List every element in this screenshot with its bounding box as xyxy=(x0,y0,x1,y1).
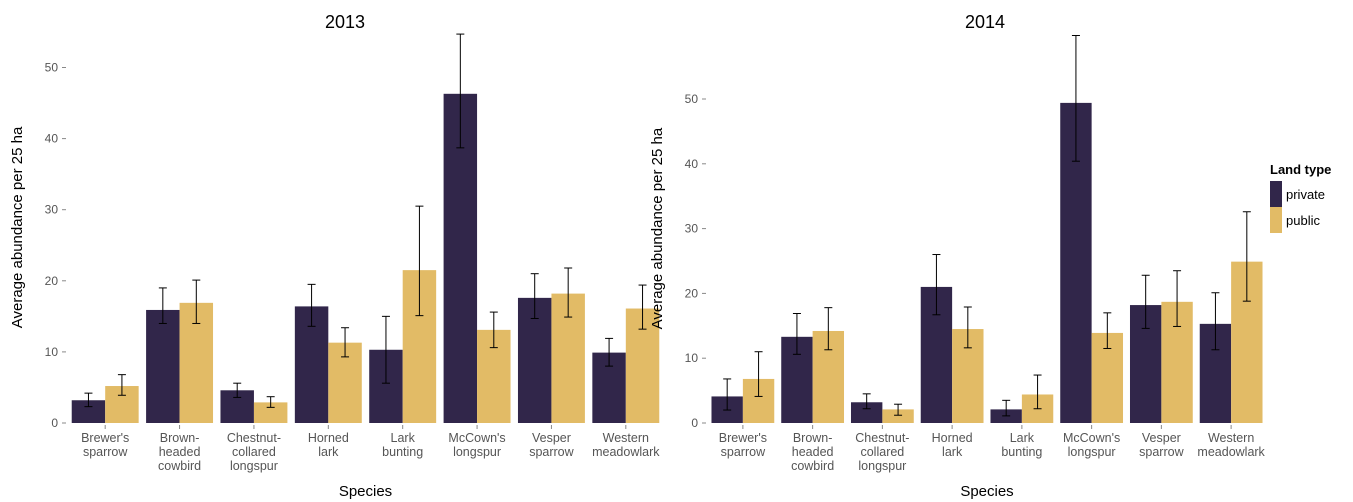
x-tick-label: Chestnut-collared longspur xyxy=(227,431,281,473)
y-tick-label: 0 xyxy=(51,416,58,430)
bar-public xyxy=(253,402,288,423)
legend-item-public: public xyxy=(1270,207,1350,233)
x-tick-label: Horned lark xyxy=(932,431,973,459)
legend-label-public: public xyxy=(1286,212,1320,228)
y-tick-label: 40 xyxy=(685,157,699,171)
y-tick-label: 20 xyxy=(685,286,699,300)
x-tick-label: Brewer's sparrow xyxy=(719,431,767,459)
chart-title: 2013 xyxy=(325,12,365,32)
x-tick-label: Western meadowlark xyxy=(1197,431,1265,459)
y-tick-label: 30 xyxy=(685,222,699,236)
y-tick-label: 50 xyxy=(685,92,699,106)
legend-swatch-public xyxy=(1270,207,1282,233)
y-axis-label: Average abundance per 25 ha xyxy=(9,126,26,328)
x-tick-label: Horned lark xyxy=(308,431,349,459)
x-tick-label: Brewer's sparrow xyxy=(81,431,129,459)
legend: Land type private public xyxy=(1270,162,1350,233)
x-tick-label: McCown's longspur xyxy=(1063,431,1120,459)
x-tick-label: Brown-headed cowbird xyxy=(791,431,834,473)
chart-2014: 2014 0 10 20 30 40 50 Average abundance per 25 … xyxy=(649,12,1266,500)
chart-2013: 2013 0 10 20 30 40 50 Average abundance per 25 … xyxy=(9,12,660,500)
x-tick-label: Brown-headed cowbird xyxy=(158,431,201,473)
x-tick-label: Vesper sparrow xyxy=(1139,431,1184,459)
legend-item-private: private xyxy=(1270,181,1350,207)
bar-private xyxy=(71,400,106,423)
legend-swatch-private xyxy=(1270,181,1282,207)
y-tick-label: 30 xyxy=(45,203,59,217)
bar-private xyxy=(443,93,478,423)
y-tick-label: 50 xyxy=(45,61,59,75)
bar-public xyxy=(882,409,914,423)
x-axis-label: Species xyxy=(339,483,392,500)
x-axis-label: Species xyxy=(960,483,1013,500)
y-tick-label: 10 xyxy=(685,351,699,365)
bar-private xyxy=(146,309,180,423)
chart-title: 2014 xyxy=(965,12,1005,32)
x-tick-label: McCown's longspur xyxy=(448,431,505,459)
y-tick-label: 20 xyxy=(45,274,59,288)
legend-label-private: private xyxy=(1286,186,1326,202)
x-tick-label: Lark bunting xyxy=(382,431,423,459)
legend-title: Land type xyxy=(1270,162,1332,177)
y-axis-label: Average abundance per 25 ha xyxy=(649,127,666,329)
y-tick-label: 40 xyxy=(45,132,59,146)
x-tick-label: Western meadowlark xyxy=(592,431,660,459)
bar-private xyxy=(850,402,883,423)
x-tick-label: Chestnut-collared longspur xyxy=(855,431,909,473)
x-tick-label: Lark bunting xyxy=(1001,431,1042,459)
y-tick-label: 10 xyxy=(45,345,59,359)
y-tick-label: 0 xyxy=(691,416,698,430)
x-tick-label: Vesper sparrow xyxy=(529,431,574,459)
